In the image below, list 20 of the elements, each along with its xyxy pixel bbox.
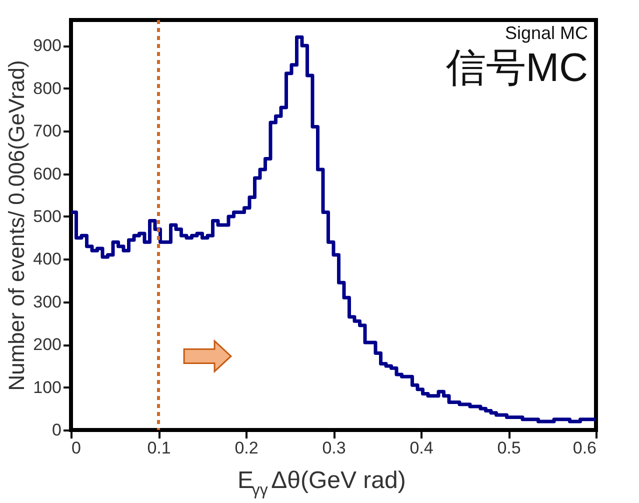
y-tick-label: 800 — [33, 78, 62, 98]
x-tick-label: 0.6 — [572, 438, 596, 458]
x-tick-label: 0.4 — [410, 438, 434, 458]
annotation: 信号MC — [446, 46, 588, 90]
y-tick-label: 600 — [33, 164, 62, 184]
y-tick-label: 0 — [52, 420, 62, 440]
y-tick-label: 700 — [33, 122, 62, 141]
x-tick-label: 0.5 — [497, 438, 521, 458]
x-tick-label: 0.3 — [322, 438, 346, 458]
x-tick-label: 0.1 — [147, 438, 171, 458]
x-tick-label: 0 — [72, 438, 81, 458]
y-tick-label: 100 — [33, 378, 62, 397]
annotation: Signal MC — [504, 23, 588, 43]
y-tick-label: 300 — [33, 292, 62, 312]
x-tick-label: 0.2 — [234, 438, 258, 458]
y-axis-title: Number of events/ 0.006(GeVrad) — [4, 60, 30, 391]
y-tick-label: 900 — [33, 36, 62, 56]
y-tick-label: 500 — [33, 206, 62, 226]
y-tick-label: 200 — [33, 335, 62, 354]
y-tick-label: 400 — [33, 250, 62, 269]
